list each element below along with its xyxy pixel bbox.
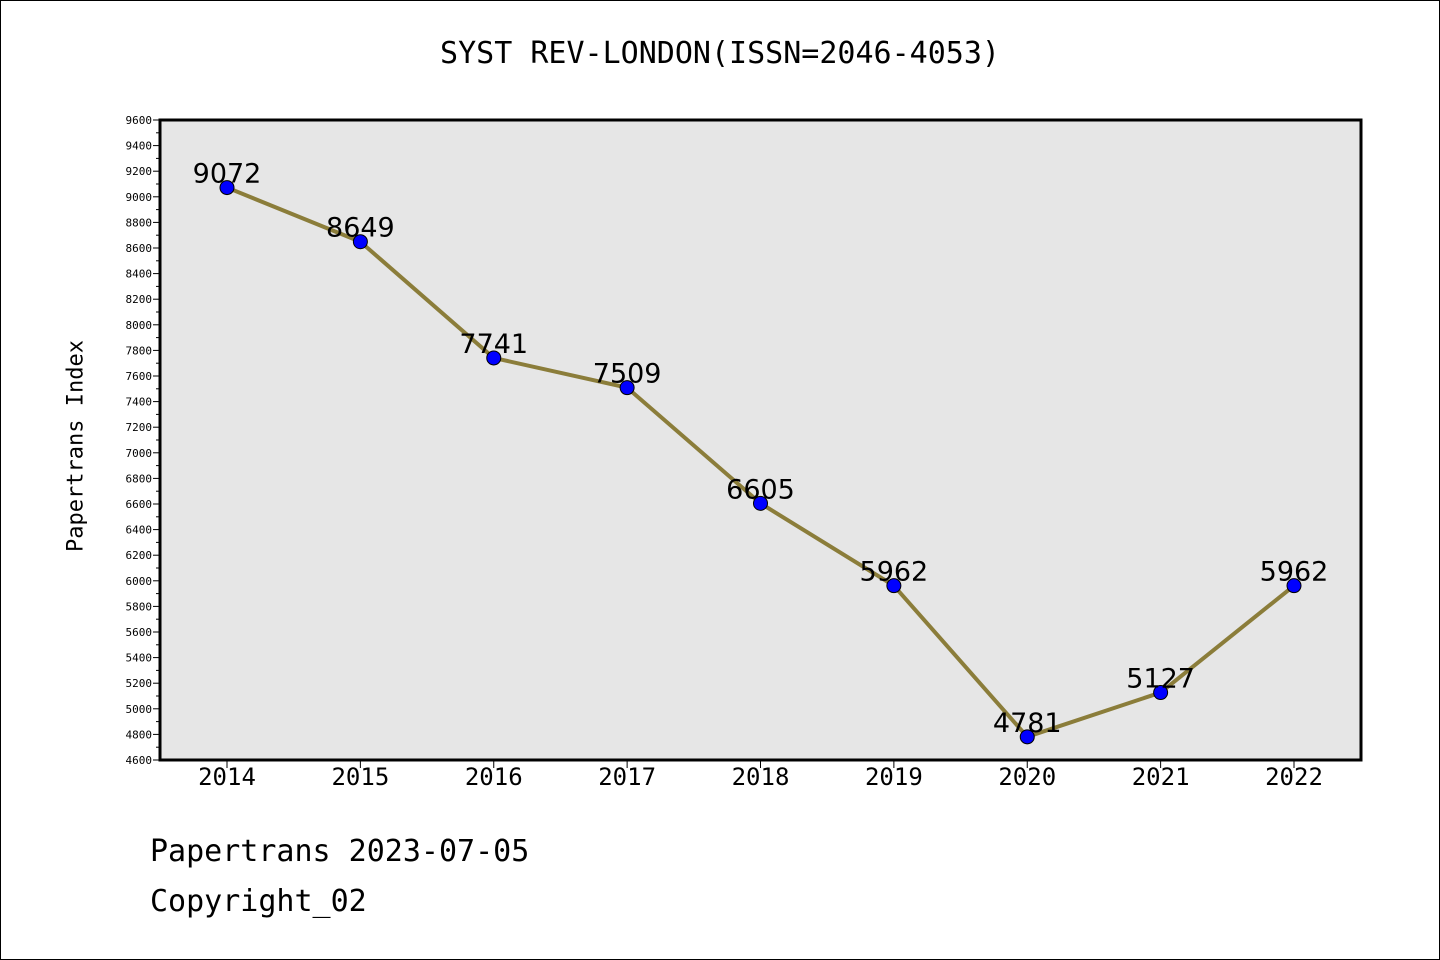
data-labels: 9072 8649 7741 7509 6605 5962 4781 5127 5962 [193, 159, 1329, 739]
y-tick-label: 5600 [126, 626, 153, 639]
y-tick-label: 6200 [126, 549, 153, 562]
data-point [352, 234, 368, 250]
y-tick-label: 8200 [126, 293, 153, 306]
data-label: 5962 [860, 557, 929, 588]
data-label: 8649 [326, 213, 395, 244]
x-tick-label: 2021 [1132, 763, 1190, 791]
series [219, 180, 1302, 745]
y-tick-label: 9600 [126, 114, 153, 127]
data-label: 5962 [1260, 557, 1329, 588]
data-point [886, 578, 902, 594]
y-tick-label: 8000 [126, 319, 153, 332]
data-point [1153, 685, 1169, 701]
y-tick-label: 9000 [126, 191, 153, 204]
data-label: 7509 [593, 359, 662, 390]
y-tick-label: 6000 [126, 575, 153, 588]
y-tick-label: 8400 [126, 268, 153, 281]
data-point [486, 350, 502, 366]
data-point [619, 380, 635, 396]
y-tick-label: 7400 [126, 396, 153, 409]
y-tick-label: 7000 [126, 447, 153, 460]
data-point [753, 495, 768, 511]
y-tick-label: 4600 [126, 754, 153, 767]
data-point [219, 180, 235, 196]
y-tick-label: 7200 [126, 421, 153, 434]
plot-area [158, 118, 1363, 762]
y-tick-label: 9200 [126, 165, 153, 178]
data-label: 5127 [1126, 664, 1195, 695]
x-tick-label: 2015 [331, 763, 389, 791]
y-tick-label: 8600 [126, 242, 153, 255]
x-axis: 2014 2015 2016 2017 2018 2019 2020 2021 2022 [198, 760, 1323, 791]
data-point [1019, 729, 1035, 745]
y-tick-label: 5200 [126, 677, 153, 690]
y-tick-label: 6800 [126, 472, 153, 485]
data-label: 6605 [726, 474, 795, 505]
y-tick-label: 7800 [126, 344, 153, 357]
data-label: 7741 [459, 329, 528, 360]
y-tick-label: 7600 [126, 370, 153, 383]
footer-date: Papertrans 2023-07-05 [150, 834, 530, 869]
data-label: 4781 [993, 708, 1062, 739]
y-tick-label: 5400 [126, 652, 153, 665]
y-tick-label: 6400 [126, 524, 153, 537]
y-tick-label: 4800 [126, 728, 153, 741]
chart-title: SYST REV-LONDON(ISSN=2046-4053) [440, 36, 1000, 71]
y-axis: 4600 4800 5000 5200 5400 5600 5800 6000 6200 6400… [126, 114, 160, 767]
x-tick-label: 2014 [198, 763, 256, 791]
data-label: 9072 [193, 159, 262, 190]
y-tick-label: 8800 [126, 216, 153, 229]
x-tick-label: 2016 [465, 763, 523, 791]
y-tick-label: 5800 [126, 600, 153, 613]
y-tick-label: 5000 [126, 703, 153, 716]
y-tick-label: 9400 [126, 140, 153, 153]
x-tick-label: 2017 [598, 763, 656, 791]
x-tick-label: 2022 [1265, 763, 1323, 791]
footer-copyright: Copyright_02 [150, 884, 367, 919]
x-tick-label: 2018 [732, 763, 790, 791]
x-tick-label: 2019 [865, 763, 923, 791]
x-tick-label: 2020 [998, 763, 1056, 791]
y-tick-label: 6600 [126, 498, 153, 511]
data-point [1286, 578, 1302, 594]
